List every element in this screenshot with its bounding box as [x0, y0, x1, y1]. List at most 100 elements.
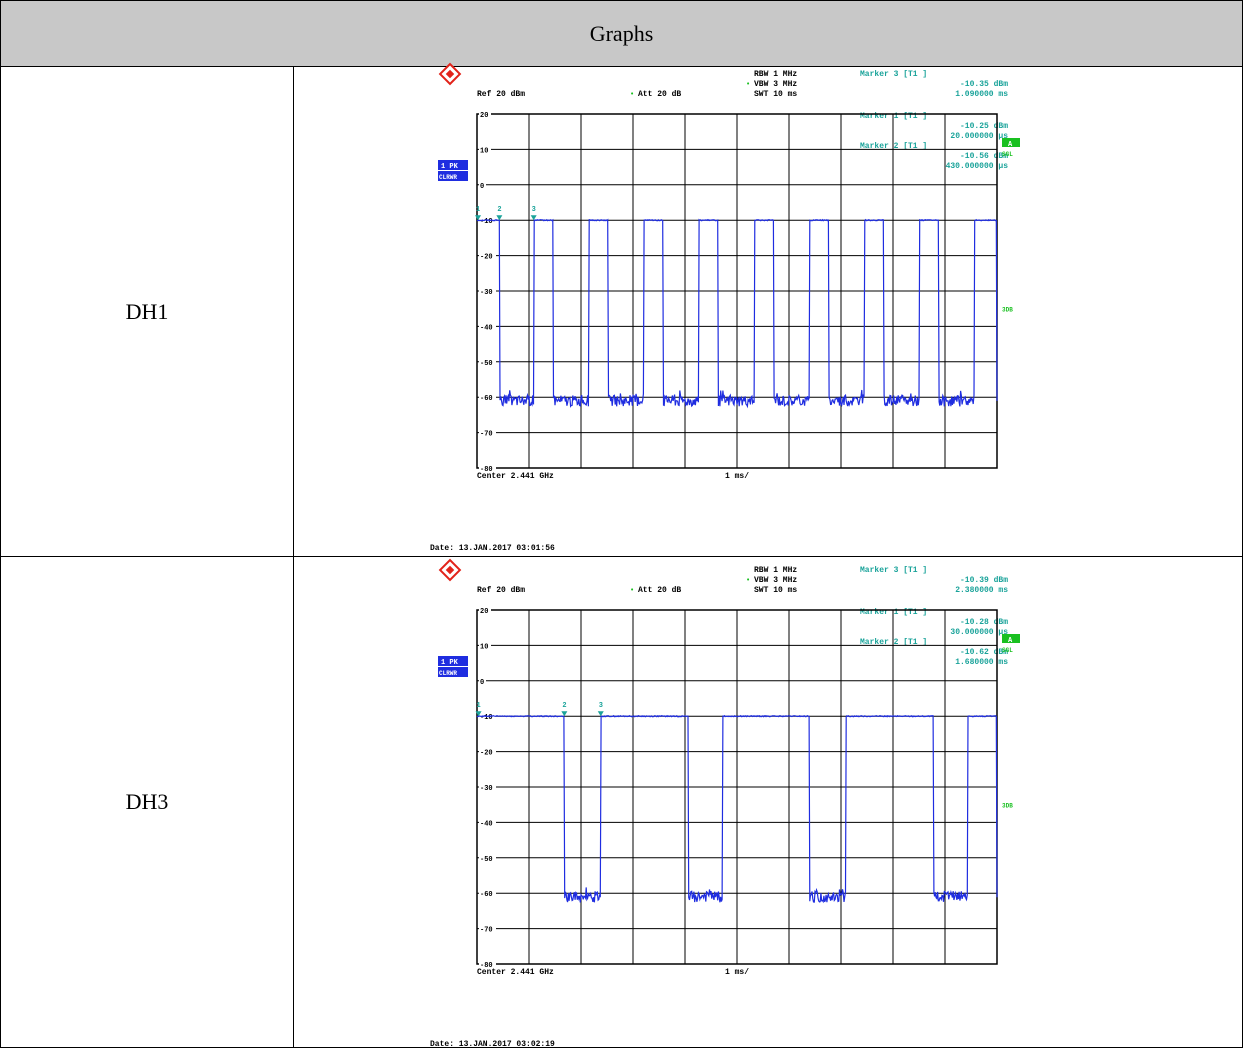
trace-badge-bg — [438, 160, 468, 170]
marker-triangle — [597, 711, 604, 717]
row-divider — [0, 66, 1243, 67]
vbw-indicator: • — [746, 577, 750, 585]
marker-number: 2 — [562, 702, 566, 710]
marker-triangle — [475, 711, 482, 717]
logo-inner — [445, 69, 455, 79]
ytick-bg — [479, 180, 486, 190]
ytick-bg — [479, 889, 496, 899]
date-label: Date: 13.JAN.2017 03:01:56 — [430, 544, 555, 553]
ytick-bg — [479, 747, 496, 757]
marker3-time: 1.090000 ms — [955, 90, 1008, 99]
marker-number: 2 — [497, 206, 501, 214]
ref-level-label: Ref 20 dBm — [477, 586, 525, 595]
ytick-label: -10 — [480, 714, 493, 722]
mode-badge-bg — [438, 667, 468, 677]
column-divider — [293, 66, 294, 1048]
mode-badge: CLRWR — [439, 670, 457, 677]
ytick-label: -70 — [480, 927, 493, 935]
trace-line — [476, 218, 998, 409]
ytick-label: -20 — [480, 254, 493, 262]
trace-badge: 1 PK — [441, 659, 459, 667]
ytick-label: 0 — [480, 183, 484, 191]
ytick-bg — [479, 818, 496, 828]
ytick-bg — [479, 110, 491, 119]
marker1-title: Marker 1 [T1 ] — [860, 608, 927, 617]
center-frequency-label: Center 2.441 GHz — [477, 472, 554, 481]
ytick-label: -30 — [480, 289, 493, 297]
rohde-schwarz-logo — [438, 558, 462, 582]
marker3-title: Marker 3 [T1 ] — [860, 566, 927, 575]
ytick-bg — [479, 145, 491, 155]
marker2-time: 430.000000 μs — [946, 162, 1009, 171]
ytick-bg — [479, 464, 496, 473]
attenuation-label: Att 20 dB — [638, 90, 681, 99]
marker3-title: Marker 3 [T1 ] — [860, 70, 927, 79]
marker1-time: 30.000000 μs — [950, 628, 1008, 637]
vbw-label: VBW 3 MHz — [754, 576, 797, 585]
sgl-label: SGL — [1002, 647, 1013, 654]
rbw-label: RBW 1 MHz — [754, 70, 797, 79]
vbw-label: VBW 3 MHz — [754, 80, 797, 89]
ytick-label: -80 — [480, 962, 493, 970]
ytick-bg — [479, 428, 496, 438]
ytick-label: -70 — [480, 431, 493, 439]
a-box-bg — [1002, 634, 1020, 643]
time-per-division-label: 1 ms/ — [725, 968, 749, 977]
swt-label: SWT 10 ms — [754, 90, 797, 99]
marker-triangle — [496, 215, 503, 221]
ytick-label: -60 — [480, 395, 493, 403]
ytick-label: -50 — [480, 360, 493, 368]
ytick-label: -80 — [480, 466, 493, 474]
ytick-bg — [479, 960, 496, 969]
sgl-label: SGL — [1002, 151, 1013, 158]
swt-label: SWT 10 ms — [754, 586, 797, 595]
marker2-level: -10.56 dBm — [960, 152, 1008, 161]
marker3-time: 2.380000 ms — [955, 586, 1008, 595]
marker-triangle — [475, 215, 482, 221]
att-indicator: • — [630, 91, 634, 99]
ytick-label: 10 — [480, 147, 488, 155]
three-db-label: 3DB — [1002, 307, 1013, 314]
ytick-label: -30 — [480, 785, 493, 793]
marker3-level: -10.35 dBm — [960, 80, 1008, 89]
vbw-indicator: • — [746, 81, 750, 89]
a-box-label: A — [1008, 141, 1013, 149]
ytick-bg — [479, 924, 496, 934]
ytick-bg — [479, 251, 496, 261]
marker-number: 1 — [476, 206, 480, 214]
date-label: Date: 13.JAN.2017 03:02:19 — [430, 1040, 555, 1049]
time-per-division-label: 1 ms/ — [725, 472, 749, 481]
ytick-label: -60 — [480, 891, 493, 899]
a-box-label: A — [1008, 637, 1013, 645]
ref-level-label: Ref 20 dBm — [477, 90, 525, 99]
marker2-time: 1.680000 ms — [955, 658, 1008, 667]
ytick-bg — [479, 393, 496, 403]
ytick-bg — [479, 322, 496, 332]
row-divider — [0, 556, 1243, 557]
mode-badge: CLRWR — [439, 174, 457, 181]
ytick-label: 20 — [480, 112, 488, 120]
marker1-title: Marker 1 [T1 ] — [860, 112, 927, 121]
marker-number: 3 — [599, 702, 603, 710]
ytick-label: -10 — [480, 218, 493, 226]
table-header: Graphs — [0, 0, 1243, 67]
ytick-label: -40 — [480, 324, 493, 332]
center-frequency-label: Center 2.441 GHz — [477, 968, 554, 977]
ytick-label: -40 — [480, 820, 493, 828]
ytick-bg — [479, 853, 496, 863]
ytick-bg — [479, 676, 486, 686]
ytick-bg — [479, 287, 496, 296]
marker3-level: -10.39 dBm — [960, 576, 1008, 585]
att-indicator: • — [630, 587, 634, 595]
marker1-time: 20.000000 μs — [950, 132, 1008, 141]
a-box-bg — [1002, 138, 1020, 147]
trace-badge-bg — [438, 656, 468, 666]
ytick-label: 0 — [480, 679, 484, 687]
row-label-dh1: DH1 — [125, 298, 169, 324]
three-db-label: 3DB — [1002, 803, 1013, 810]
ytick-label: 20 — [480, 608, 488, 616]
marker-number: 1 — [477, 702, 481, 710]
